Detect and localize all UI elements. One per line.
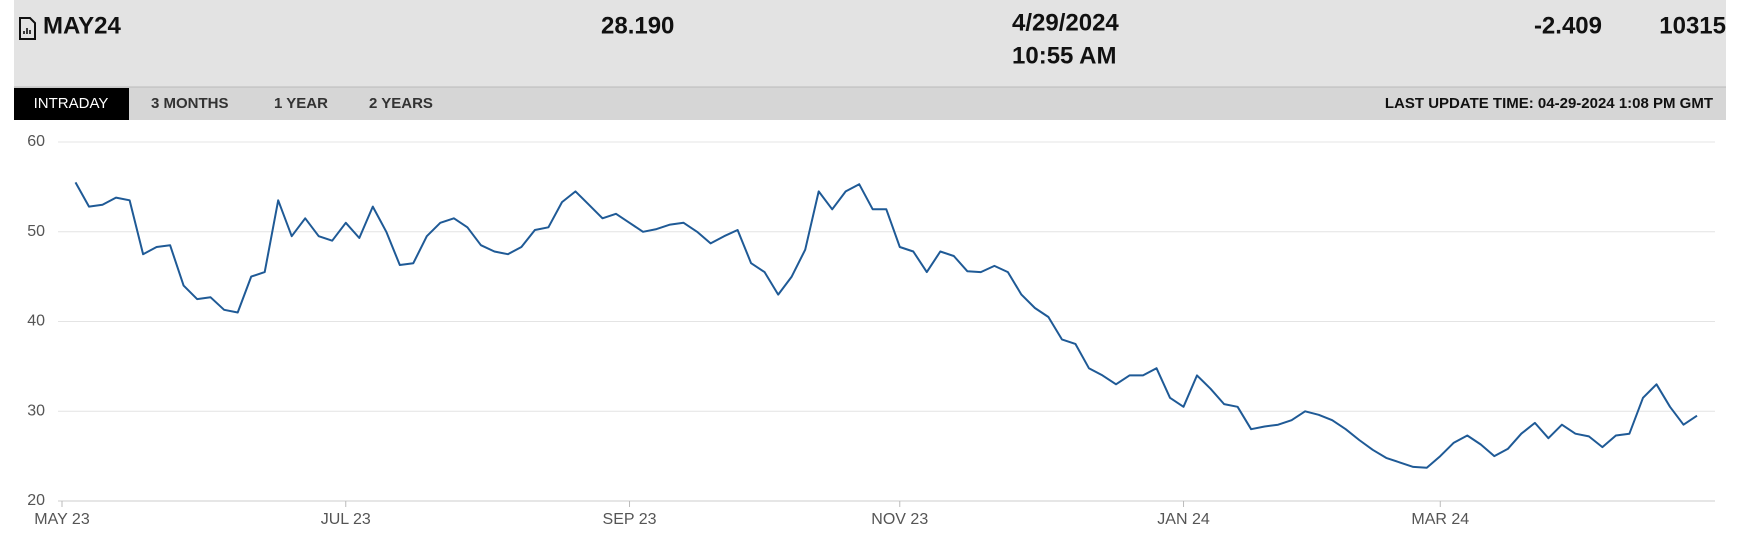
y-tick-label: 50 [27,223,45,240]
quote-time: 10:55 AM [1012,42,1116,69]
tab-bar [14,87,1726,120]
y-tick-label: 40 [27,313,45,330]
y-tick-label: 20 [27,492,45,509]
x-tick-label: JAN 24 [1157,511,1210,528]
header-bar [14,0,1726,87]
last-update: LAST UPDATE TIME: 04-29-2024 1:08 PM GMT [1385,95,1713,112]
x-tick-label: SEP 23 [603,511,657,528]
plot: 20 30 40 50 60 MAY 23 JUL 23 SEP 23 NOV 23 JAN 24… [27,133,1715,528]
quote-date: 4/29/2024 [1012,9,1119,36]
x-tick-label: MAR 24 [1411,511,1469,528]
volume: 10315 [1659,12,1726,39]
tab[interactable]: INTRADAY [34,95,109,112]
change: -2.409 [1534,12,1602,39]
y-tick-label: 60 [27,133,45,150]
contract-name: MAY24 [43,12,121,39]
x-tick-label: JUL 23 [321,511,371,528]
price: 28.190 [601,12,674,39]
price-line [74,181,1698,469]
active-tab-bg [14,88,129,120]
x-tick-label: MAY 23 [34,511,90,528]
x-tick-label: NOV 23 [871,511,928,528]
tab[interactable]: 2 YEARS [369,95,433,112]
tab[interactable]: 1 YEAR [274,95,328,112]
doc-icon [19,17,36,40]
y-tick-label: 30 [27,402,45,419]
tab[interactable]: 3 MONTHS [151,95,229,112]
